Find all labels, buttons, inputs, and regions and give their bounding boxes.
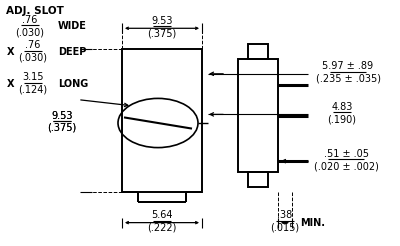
Text: (.015): (.015) — [270, 223, 300, 233]
Text: .76: .76 — [25, 40, 40, 50]
Text: 3.15: 3.15 — [22, 72, 44, 82]
Text: LONG: LONG — [58, 79, 88, 89]
Text: 9.53: 9.53 — [51, 110, 73, 121]
Text: ADJ. SLOT: ADJ. SLOT — [6, 6, 64, 16]
Text: WIDE: WIDE — [58, 21, 87, 31]
Text: (.030): (.030) — [16, 27, 44, 37]
Text: 5.97 ± .89: 5.97 ± .89 — [322, 61, 374, 71]
Text: .76: .76 — [22, 15, 38, 25]
Text: 4.83: 4.83 — [331, 102, 353, 112]
Text: MIN.: MIN. — [300, 218, 325, 228]
Text: (.375): (.375) — [47, 123, 77, 133]
Text: 9.53: 9.53 — [51, 110, 73, 121]
Text: X: X — [7, 79, 15, 89]
Text: (.375): (.375) — [47, 123, 77, 133]
Text: (.222): (.222) — [147, 223, 177, 233]
Text: .38: .38 — [277, 210, 293, 220]
Text: (.020 ± .002): (.020 ± .002) — [314, 161, 378, 171]
Text: (.235 ± .035): (.235 ± .035) — [316, 74, 380, 84]
Text: .51 ± .05: .51 ± .05 — [324, 149, 368, 159]
Text: (.030): (.030) — [18, 53, 47, 63]
Text: (.190): (.190) — [328, 114, 356, 124]
Text: 9.53: 9.53 — [151, 16, 173, 26]
Text: (.375): (.375) — [147, 28, 177, 38]
Text: DEEP: DEEP — [58, 47, 86, 57]
Text: X: X — [7, 47, 15, 57]
Text: 5.64: 5.64 — [151, 210, 173, 220]
Text: (.124): (.124) — [18, 85, 47, 95]
